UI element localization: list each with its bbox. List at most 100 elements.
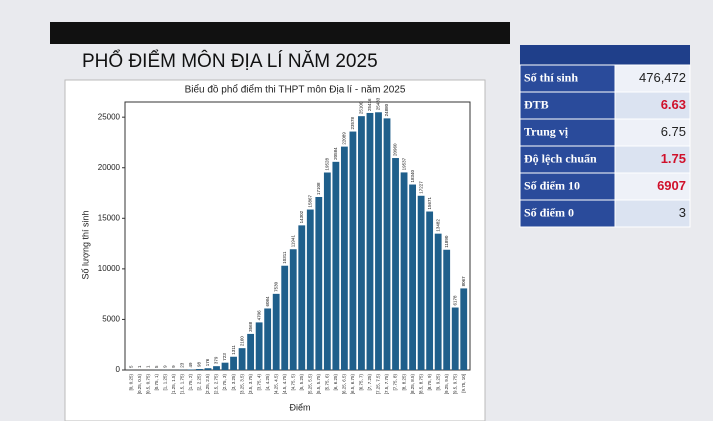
bar — [392, 158, 399, 370]
value-label: 24880 — [384, 103, 389, 116]
bar — [426, 212, 433, 370]
table-header — [520, 45, 690, 65]
x-tick-label: [7.25, 7.5) — [376, 374, 381, 395]
value-label: 723 — [222, 353, 227, 361]
bar — [435, 234, 442, 370]
bar — [460, 288, 467, 370]
x-tick-label: [8, 8.25) — [401, 374, 406, 391]
bar — [222, 363, 229, 370]
value-label: 10311 — [282, 251, 287, 264]
x-tick-label: [8.25, 8.5) — [410, 374, 415, 395]
stat-value: 6907 — [657, 178, 686, 193]
value-label: 7530 — [273, 281, 278, 292]
x-tick-label: [6.5, 6.75) — [350, 374, 355, 395]
stat-label: Độ lệch chuẩn — [524, 151, 597, 165]
y-tick-label: 0 — [116, 365, 121, 374]
stat-value: 3 — [679, 205, 686, 220]
bar — [443, 250, 450, 370]
bar — [281, 266, 288, 370]
bar — [418, 196, 425, 370]
x-tick-label: [1.25, 1.5) — [171, 374, 176, 395]
x-tick-label: [3.75, 4) — [256, 374, 261, 391]
value-label: 19528 — [325, 157, 330, 170]
x-tick-label: [4.5, 4.75) — [282, 374, 287, 395]
y-tick-label: 5000 — [102, 315, 120, 324]
bar — [452, 308, 459, 370]
stat-value: 6.63 — [661, 97, 686, 112]
value-label: 379 — [214, 356, 219, 364]
bar — [324, 173, 331, 370]
value-label: 25100 — [359, 101, 364, 114]
x-tick-label: [9.5, 9.75) — [452, 374, 457, 395]
value-label: 20960 — [393, 143, 398, 156]
bar — [239, 348, 246, 370]
x-tick-label: [5, 5.25) — [299, 374, 304, 391]
y-tick-label: 25000 — [98, 112, 121, 121]
x-tick-label: [2.75, 3) — [222, 374, 227, 391]
x-tick-label: [6, 6.25) — [333, 374, 338, 391]
x-tick-label: [1.75, 2) — [188, 374, 193, 391]
value-label: 8067 — [461, 276, 466, 287]
x-tick-label: [7, 7.25) — [367, 374, 372, 391]
value-label: 11890 — [444, 235, 449, 248]
stat-value: 1.75 — [661, 151, 686, 166]
x-tick-label: [2, 2.25) — [197, 374, 202, 391]
value-label: 98 — [197, 362, 202, 368]
y-tick-label: 10000 — [98, 264, 121, 273]
value-label: 2160 — [239, 336, 244, 347]
stat-label: Số điểm 0 — [524, 205, 574, 219]
bar — [350, 132, 357, 370]
stat-label: Trung vị — [524, 124, 569, 138]
bar — [264, 308, 271, 370]
value-label: 25483 — [376, 97, 381, 110]
x-tick-label: [0.75, 1) — [154, 374, 159, 391]
x-tick-label: [5.5, 5.75) — [316, 374, 321, 395]
bar — [205, 368, 212, 370]
bar — [332, 162, 339, 370]
bar — [409, 185, 416, 370]
bar — [298, 225, 305, 370]
x-tick-label: [7.75, 8) — [393, 374, 398, 391]
value-label: 3568 — [248, 321, 253, 332]
x-tick-label: [9, 9.25) — [435, 374, 440, 391]
value-label: 25416 — [367, 98, 372, 111]
value-label: 17227 — [418, 181, 423, 194]
x-tick-label: [8.75, 9) — [427, 374, 432, 391]
x-tick-label: [5.25, 5.5) — [307, 374, 312, 395]
value-label: 23578 — [350, 117, 355, 130]
y-axis-label: Số lượng thí sinh — [80, 211, 90, 280]
value-label: 49 — [188, 362, 193, 368]
x-tick-label: [9.25, 9.5) — [444, 374, 449, 395]
x-tick-label: [4.25, 4.5) — [273, 374, 278, 395]
chart-title: Biểu đồ phổ điểm thi THPT môn Địa lí - n… — [185, 84, 406, 96]
page-title: PHỔ ĐIỂM MÔN ĐỊA LÍ NĂM 2025 — [82, 50, 378, 72]
value-label: 11941 — [290, 235, 295, 248]
x-tick-label: [6.75, 7) — [359, 374, 364, 391]
x-tick-label: [3.5, 3.75) — [248, 374, 253, 395]
x-tick-label: [7.5, 7.75) — [384, 374, 389, 395]
bar — [196, 369, 203, 370]
value-label: 15671 — [427, 197, 432, 210]
bar — [341, 147, 348, 370]
top-bar — [50, 22, 510, 44]
value-label: 15867 — [307, 195, 312, 208]
value-label: 19537 — [401, 157, 406, 170]
bar — [247, 334, 254, 370]
value-label: 1311 — [231, 345, 236, 355]
x-tick-label: [1, 1.25) — [163, 374, 168, 391]
stat-value: 6.75 — [661, 124, 686, 139]
x-tick-label: [2.5, 2.75) — [214, 374, 219, 395]
value-label: 6178 — [452, 295, 457, 306]
value-label: 14302 — [299, 210, 304, 223]
x-tick-label: [0, 0.25) — [128, 374, 133, 391]
value-label: 18340 — [410, 170, 415, 183]
x-tick-label: [2.25, 2.5) — [205, 374, 210, 395]
bar — [290, 249, 297, 370]
stat-value: 476,472 — [639, 70, 686, 85]
y-tick-label: 15000 — [98, 213, 121, 222]
x-tick-label: [9.75, 10] — [461, 374, 466, 393]
x-tick-label: [0.5, 0.75) — [146, 374, 151, 395]
x-tick-label: [0.25, 0.5) — [137, 374, 142, 395]
